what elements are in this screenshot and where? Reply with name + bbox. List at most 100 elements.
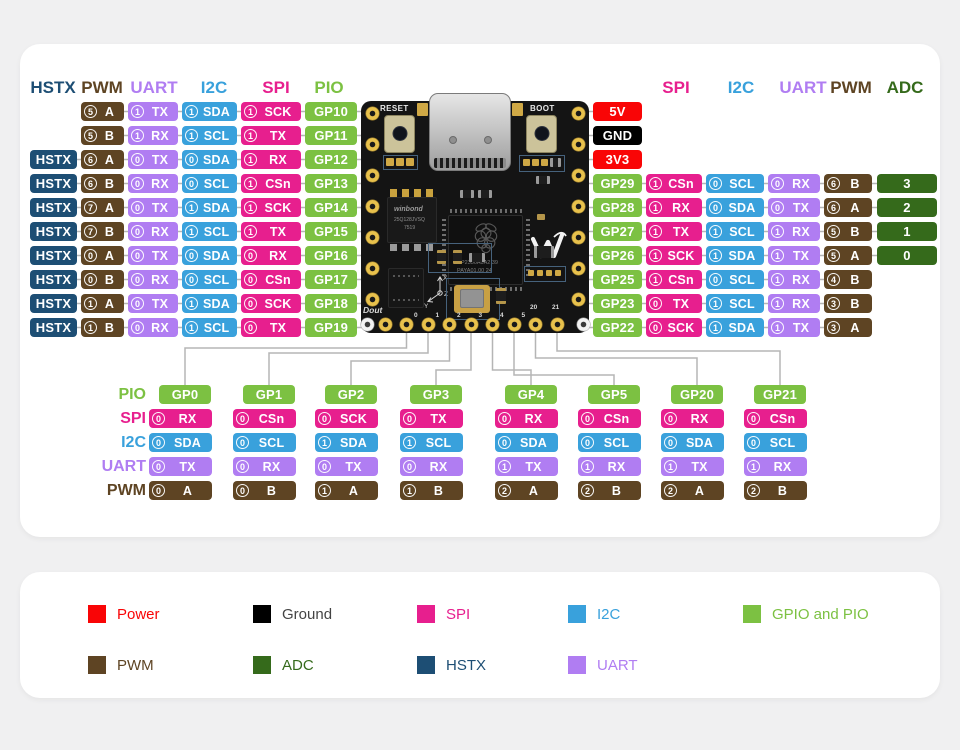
reset-pads-outline [383,155,418,170]
pin-gp22-spi: 0 SCK [646,318,702,337]
usb-mount-pad-left [417,103,428,116]
pin-gp3-pwm-instance-number: 1 [403,484,416,497]
pin-gp29-i2c: 0 SCL [706,174,764,193]
pin-gp0-pwm-instance-number: 0 [152,484,165,497]
pin-gp11-gpio-label: GP11 [314,128,348,143]
pin-gp26-gpio: GP26 [593,246,642,265]
pin-gp0-i2c-instance-number: 0 [152,436,165,449]
pin-gp23-i2c-label: SCL [729,296,755,311]
edge-pad-left-6 [365,292,379,306]
pin-gp23-pwm-label: B [850,296,860,311]
edge-pad-left-2 [365,168,379,182]
pin-gp18-i2c-label: SDA [203,296,230,311]
pin-gp11-gpio: GP11 [305,126,357,145]
pin-gp5-uart-instance-number: 1 [581,460,594,473]
pin-gp28-i2c: 0 SDA [706,198,764,217]
pin-gp20-pwm-instance-number: 2 [664,484,677,497]
pin-gp29-pwm-label: B [850,176,860,191]
pin-gp16-gpio-label: GP16 [313,248,349,263]
pin-gp13-uart-instance-number: 0 [131,177,144,190]
pin-gp20-gpio-label: GP20 [679,387,715,402]
pin-gp1-gpio: GP1 [243,385,295,404]
pin-gp2-spi-label: SCK [340,411,367,426]
pin-gp5-i2c-instance-number: 0 [581,436,594,449]
smd-component [536,176,550,184]
pin-gp11-uart-label: RX [151,128,169,143]
pad-number-3: 3 [478,312,483,319]
pin-gp5-gpio-label: GP5 [600,387,628,402]
pin-gp20-uart-instance-number: 1 [664,460,677,473]
pin-gp28-gpio: GP28 [593,198,642,217]
reset-button-cap [392,126,407,141]
pin-gp12-pwm-label: A [104,152,115,167]
passives-outline [428,243,492,273]
pin-gp17-uart-label: RX [151,272,169,287]
pin-gp3-gpio-label: GP3 [422,387,450,402]
pin-gp25-i2c-label: SCL [729,272,755,287]
pin-gp27-gpio: GP27 [593,222,642,241]
pin-gp2-gpio: GP2 [325,385,377,404]
pin-gp2-spi-instance-number: 0 [318,412,331,425]
pin-gp14-hstx-label: HSTX [35,200,72,215]
pin-gp19-uart: 0 RX [128,318,178,337]
pin-gp16-i2c-instance-number: 0 [185,249,198,262]
pin-gp28-uart-instance-number: 0 [771,201,784,214]
pin-gp21-gpio-label: GP21 [762,387,798,402]
pin-gp17-pwm-label: B [104,272,115,287]
legend-swatch-gpio [743,605,761,623]
pin-gp15-i2c-instance-number: 1 [185,225,198,238]
raspberry-logo [474,223,498,254]
pin-gp20-i2c: 0 SDA [661,433,724,452]
legend-swatch-i2c [568,605,586,623]
pin-gp12-gpio: GP12 [305,150,357,169]
pin-gp16-uart-instance-number: 0 [131,249,144,262]
pin-gp2-pwm-label: A [348,483,359,498]
legend-label: Ground [282,605,333,623]
pin-gp0-uart: 0 TX [149,457,212,476]
pin-gp2-uart: 0 TX [315,457,378,476]
pin-gp20-uart-label: TX [691,459,708,474]
legend-item-ground: Ground [253,605,332,623]
pin-gp27-spi-label: TX [672,224,690,239]
legend-card [20,572,940,698]
pin-gp10-gpio: GP10 [305,102,357,121]
pin-gp29-adc-label: 3 [903,176,911,191]
boot-pads-outline [519,155,565,172]
pin-gp28-spi-instance-number: 1 [649,201,662,214]
pin-gp29-i2c-label: SCL [729,176,755,191]
pin-gp20-spi: 0 RX [661,409,724,428]
boot-button-cap [534,126,549,141]
pin-gp2-i2c: 1 SDA [315,433,378,452]
bottom-pad-5 [486,317,499,331]
pin-gp12-spi-instance-number: 1 [244,153,257,166]
pin-gp14-spi-label: SCK [264,200,292,215]
pin-gp18-gpio: GP18 [305,294,357,313]
edge-pad-right-0 [571,106,585,120]
pin-gp13-i2c-label: SCL [203,176,230,191]
pin-gp0-spi: 0 RX [149,409,212,428]
pin-gp12-i2c-instance-number: 0 [185,153,198,166]
pin-gp25-uart-label: RX [792,272,810,287]
pin-gp13-i2c-instance-number: 0 [185,177,198,190]
pin-gp18-i2c-instance-number: 1 [185,297,198,310]
pin-gp1-i2c-instance-number: 0 [236,436,249,449]
pin-gnd-label: GND [602,128,633,143]
pin-5v-label: 5V [609,104,626,119]
pin-gp21-i2c: 0 SCL [744,433,807,452]
pin-gp26-adc: 0 [877,246,937,265]
pin-gp4-pwm-label: A [528,483,539,498]
legend-item-pwm: PWM [88,656,154,674]
edge-pad-right-3 [571,199,585,213]
pin-gp28-i2c-instance-number: 0 [709,201,722,214]
pin-gp13-spi-instance-number: 1 [244,177,257,190]
pin-gp10-spi-instance-number: 1 [244,105,257,118]
pin-gp14-gpio-label: GP14 [313,200,349,215]
pin-gp27-pwm-instance-number: 5 [827,225,840,238]
pin-gp19-i2c: 1 SCL [182,318,237,337]
